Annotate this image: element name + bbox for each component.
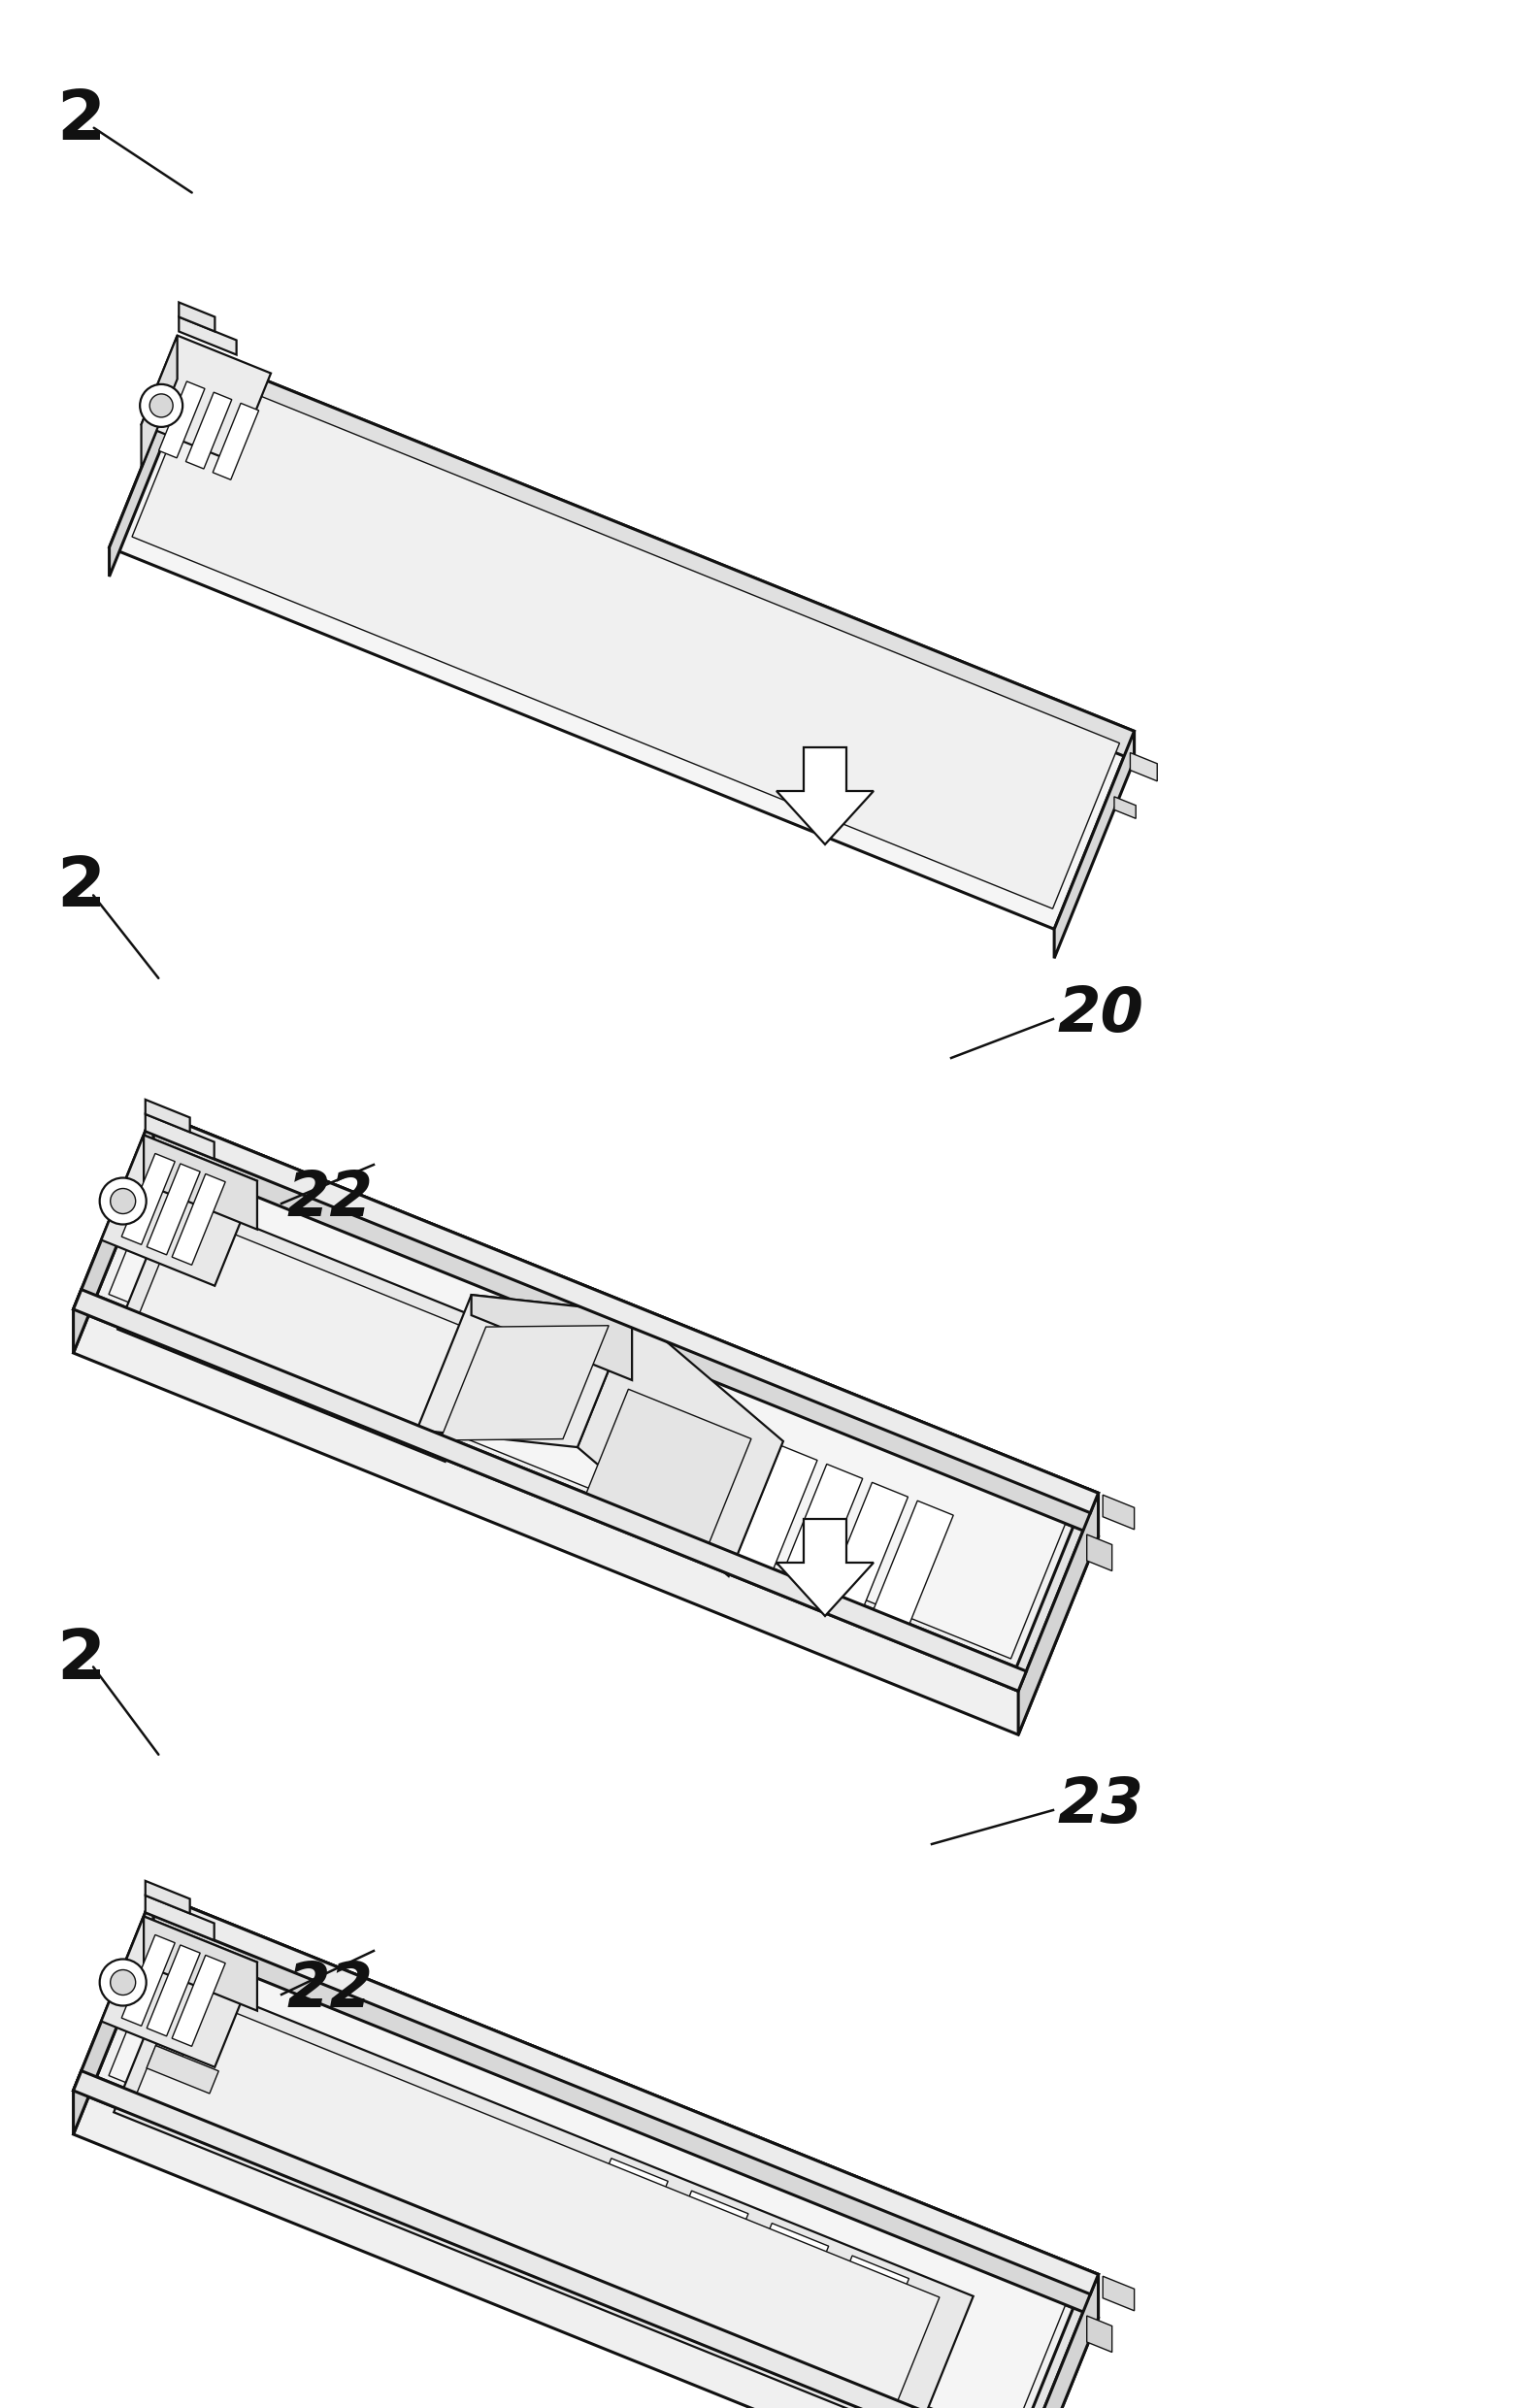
Polygon shape bbox=[641, 2191, 748, 2341]
Polygon shape bbox=[73, 1112, 154, 1353]
Polygon shape bbox=[578, 1312, 783, 1577]
Polygon shape bbox=[147, 1163, 201, 1255]
Polygon shape bbox=[172, 1955, 225, 2047]
Text: 2: 2 bbox=[56, 87, 105, 154]
Polygon shape bbox=[213, 402, 258, 479]
Polygon shape bbox=[122, 1153, 175, 1245]
Polygon shape bbox=[172, 1173, 225, 1264]
Polygon shape bbox=[137, 1211, 467, 1435]
Polygon shape bbox=[132, 1989, 939, 2408]
Polygon shape bbox=[109, 349, 190, 576]
Polygon shape bbox=[146, 1115, 214, 1158]
Polygon shape bbox=[73, 1156, 1099, 1734]
Polygon shape bbox=[73, 1291, 1026, 1690]
Polygon shape bbox=[146, 1893, 1099, 2295]
Polygon shape bbox=[102, 1134, 257, 1286]
Polygon shape bbox=[73, 1893, 154, 2133]
Polygon shape bbox=[141, 335, 178, 467]
Polygon shape bbox=[1104, 2276, 1134, 2312]
Polygon shape bbox=[195, 2008, 222, 2037]
Polygon shape bbox=[147, 1946, 201, 2037]
Circle shape bbox=[111, 1190, 135, 1214]
Text: 20: 20 bbox=[1058, 985, 1145, 1045]
Circle shape bbox=[100, 1178, 146, 1223]
Polygon shape bbox=[132, 371, 1120, 908]
Polygon shape bbox=[1114, 797, 1135, 819]
Polygon shape bbox=[190, 349, 1134, 761]
Polygon shape bbox=[581, 1389, 751, 1556]
Polygon shape bbox=[146, 1112, 1099, 1512]
Polygon shape bbox=[1008, 1488, 1099, 1690]
Polygon shape bbox=[185, 393, 231, 470]
Polygon shape bbox=[471, 1296, 632, 1380]
Polygon shape bbox=[109, 1929, 1070, 2408]
Circle shape bbox=[100, 1960, 146, 2006]
Polygon shape bbox=[73, 1893, 167, 2097]
Polygon shape bbox=[141, 335, 271, 462]
Polygon shape bbox=[73, 2071, 1026, 2408]
Polygon shape bbox=[146, 1881, 190, 1914]
Polygon shape bbox=[73, 1112, 167, 1315]
Polygon shape bbox=[114, 1972, 973, 2408]
Polygon shape bbox=[146, 1100, 190, 1132]
Polygon shape bbox=[801, 2256, 909, 2406]
Polygon shape bbox=[179, 303, 214, 332]
Polygon shape bbox=[1087, 2316, 1113, 2353]
Polygon shape bbox=[109, 349, 1134, 929]
Polygon shape bbox=[158, 380, 205, 458]
Text: 2: 2 bbox=[56, 1625, 105, 1693]
Polygon shape bbox=[866, 1500, 953, 1642]
Polygon shape bbox=[144, 1134, 257, 1230]
Polygon shape bbox=[102, 1917, 257, 2066]
Polygon shape bbox=[775, 1464, 863, 1604]
Polygon shape bbox=[146, 1895, 214, 1941]
Polygon shape bbox=[109, 1146, 1070, 1659]
Polygon shape bbox=[179, 318, 237, 354]
Polygon shape bbox=[416, 1296, 632, 1447]
Polygon shape bbox=[720, 2223, 828, 2372]
Polygon shape bbox=[821, 1483, 907, 1623]
Text: 23: 23 bbox=[1058, 1775, 1145, 1835]
Polygon shape bbox=[731, 1445, 818, 1587]
Polygon shape bbox=[1131, 754, 1157, 780]
Circle shape bbox=[140, 385, 182, 426]
Polygon shape bbox=[146, 1112, 1099, 1512]
Polygon shape bbox=[122, 1934, 175, 2025]
Polygon shape bbox=[146, 2044, 219, 2093]
Text: 22: 22 bbox=[286, 1168, 372, 1228]
Polygon shape bbox=[154, 1112, 1099, 1536]
Polygon shape bbox=[441, 1324, 608, 1440]
Polygon shape bbox=[73, 1291, 1026, 1690]
Circle shape bbox=[111, 1970, 135, 1996]
Polygon shape bbox=[1087, 1534, 1113, 1570]
Text: 22: 22 bbox=[286, 1960, 372, 2020]
Circle shape bbox=[149, 395, 173, 417]
Polygon shape bbox=[146, 1893, 1099, 2295]
Text: 2: 2 bbox=[56, 855, 105, 922]
Polygon shape bbox=[117, 1194, 500, 1462]
Polygon shape bbox=[73, 2071, 1026, 2408]
Polygon shape bbox=[777, 746, 874, 845]
Polygon shape bbox=[561, 2158, 667, 2307]
Polygon shape bbox=[777, 1519, 874, 1616]
Polygon shape bbox=[1018, 1493, 1099, 1734]
Polygon shape bbox=[1008, 2271, 1099, 2408]
Polygon shape bbox=[144, 1917, 257, 2011]
Polygon shape bbox=[1055, 732, 1134, 958]
Polygon shape bbox=[1018, 2276, 1099, 2408]
Polygon shape bbox=[155, 1989, 205, 2056]
Polygon shape bbox=[73, 1936, 1099, 2408]
Polygon shape bbox=[154, 1893, 1099, 2319]
Polygon shape bbox=[1104, 1495, 1134, 1529]
